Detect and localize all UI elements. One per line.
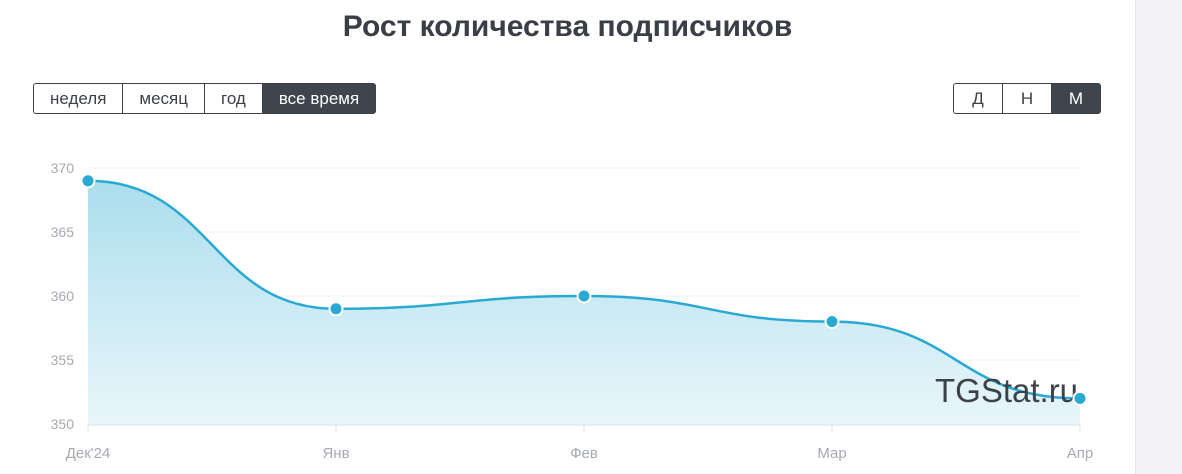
x-tick-label: Мар: [817, 445, 846, 462]
period-all-time-button[interactable]: все время: [261, 83, 377, 114]
x-tick-label: Апр: [1067, 445, 1093, 462]
x-tick-label: Янв: [322, 445, 349, 462]
x-tick-label: Дек'24: [66, 445, 111, 462]
granularity-month-button[interactable]: М: [1051, 83, 1101, 114]
data-point[interactable]: [1072, 390, 1088, 406]
period-selector: неделя месяц год все время: [33, 83, 377, 114]
chart-title: Рост количества подписчиков: [342, 10, 793, 43]
y-tick-label: 350: [51, 416, 75, 432]
watermark: TGStat.ru: [935, 372, 1078, 409]
period-year-button[interactable]: год: [204, 83, 263, 114]
subscribers-area-chart: 350 355 360 365 370 Дек'24 Янв Фев Мар Апр TGStat.…: [51, 160, 1094, 462]
y-tick-label: 365: [51, 224, 75, 240]
y-tick-label: 360: [51, 288, 75, 304]
data-point[interactable]: [824, 314, 840, 330]
granularity-week-button[interactable]: Н: [1002, 83, 1052, 114]
chart-card: Рост количества подписчиков неделя месяц…: [33, 10, 1101, 462]
y-tick-label: 370: [51, 160, 75, 176]
data-point[interactable]: [576, 288, 592, 304]
data-point[interactable]: [328, 301, 344, 317]
x-tick-label: Фев: [570, 445, 598, 462]
granularity-selector: Д Н М: [953, 83, 1101, 114]
y-tick-label: 355: [51, 352, 75, 368]
right-sidebar-strip: [1135, 0, 1182, 474]
data-point[interactable]: [80, 173, 96, 189]
period-week-button[interactable]: неделя: [33, 83, 124, 114]
